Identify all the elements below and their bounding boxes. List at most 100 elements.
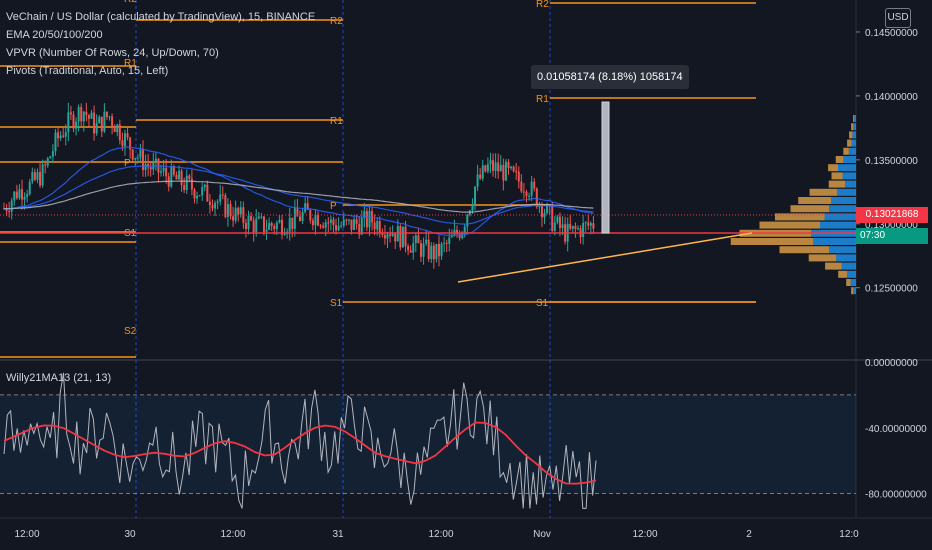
candle-body (376, 220, 379, 230)
price-tick-label: 0.12500000 (865, 284, 918, 295)
candle-body (144, 163, 147, 170)
vpvr-bar-up (852, 131, 856, 139)
candle-body (440, 243, 443, 257)
candle-body (275, 222, 278, 230)
candle-body (54, 132, 57, 152)
candle-body (15, 191, 18, 199)
candle-body (188, 175, 191, 179)
last-price-tag: 0.13021868 (856, 207, 928, 223)
candle-body (247, 216, 250, 230)
vpvr-bar-down (808, 254, 837, 262)
candle-body (386, 234, 389, 239)
vpvr-bar-up (841, 262, 856, 270)
candle-body (118, 124, 121, 141)
candle-body (517, 171, 520, 182)
candle-body (546, 204, 549, 213)
legend-vpvr[interactable]: VPVR (Number Of Rows, 24, Up/Down, 70) (6, 47, 219, 59)
vpvr-bar-down (851, 287, 854, 295)
candle-body (340, 225, 343, 227)
time-tick-label: 12:0 (839, 529, 859, 540)
candle-body (471, 204, 474, 211)
vpvr-bar-up (845, 180, 856, 188)
time-tick-label: Nov (533, 529, 551, 540)
candle-body (481, 165, 484, 179)
vpvr-bar-up (813, 238, 856, 245)
candle-body (265, 229, 268, 232)
candle-body (123, 133, 126, 147)
vpvr-bar-up (829, 205, 856, 213)
candle-body (180, 170, 183, 186)
candle-body (401, 226, 404, 248)
candle-body (21, 189, 24, 200)
candle-body (319, 225, 322, 227)
candle-body (533, 181, 536, 189)
candle-body (291, 217, 294, 229)
candle-body (185, 175, 188, 190)
vpvr-bar-down (825, 262, 842, 270)
candle-body (193, 189, 196, 199)
pivot-label: S1 (536, 298, 549, 309)
candle-body (211, 204, 214, 209)
candle-body (67, 112, 70, 133)
candle-body (190, 178, 193, 190)
currency-button[interactable]: USD (885, 8, 911, 28)
vpvr-bar-down (809, 188, 838, 196)
pivot-label: S2 (124, 326, 137, 337)
legend-ema[interactable]: EMA 20/50/100/200 (6, 29, 103, 41)
candle-body (335, 224, 338, 231)
oscillator-legend[interactable]: Willy21MA13 (21, 13) (6, 372, 112, 384)
candle-body (530, 181, 533, 196)
candle-body (206, 184, 209, 202)
candle-body (126, 133, 129, 138)
vpvr-bar-up (824, 213, 856, 221)
candle-body (443, 242, 446, 244)
pivot-label: R1 (536, 94, 549, 105)
candle-body (33, 172, 36, 180)
candle-body (494, 162, 497, 171)
candle-body (270, 223, 273, 227)
candle-body (299, 216, 301, 221)
candle-body (111, 116, 114, 127)
time-tick-label: 30 (124, 529, 136, 540)
candle-body (216, 201, 219, 203)
candle-body (141, 149, 144, 170)
vpvr-bar-down (779, 246, 829, 254)
candle-body (160, 171, 163, 173)
candle-body (121, 140, 124, 147)
willy-line (3, 372, 597, 509)
vpvr-bar-up (843, 156, 856, 163)
vpvr-bar-up (820, 221, 856, 229)
candle-body (280, 219, 283, 235)
vpvr-bar-up (847, 270, 856, 278)
candle-body (347, 219, 350, 221)
candle-body (515, 171, 518, 173)
candle-body (296, 208, 299, 217)
candle-body (391, 233, 394, 236)
legend-symbol[interactable]: VeChain / US Dollar (calculated by Tradi… (6, 11, 316, 23)
measure-tooltip: 0.01058174 (8.18%) 1058174 (531, 65, 689, 89)
candle-body (90, 112, 93, 119)
candle-body (229, 204, 232, 217)
candle-body (198, 195, 201, 197)
candle-body (172, 166, 175, 175)
pivot-label: P (330, 201, 337, 212)
legend-pivots[interactable]: Pivots (Traditional, Auto, 15, Left) (6, 65, 169, 77)
candle-body (293, 208, 296, 229)
candle-body (232, 216, 235, 221)
vpvr-bar-down (849, 131, 853, 139)
candle-body (98, 116, 101, 124)
candle-body (278, 219, 281, 223)
vpvr-bar-down (831, 172, 843, 180)
candle-body (108, 116, 111, 118)
vpvr-bar-down (847, 139, 852, 147)
candle-body (131, 149, 134, 160)
candle-body (62, 135, 65, 137)
candle-body (414, 235, 417, 244)
candle-body (355, 219, 358, 225)
candle-body (10, 200, 13, 212)
candle-body (31, 172, 34, 182)
vpvr-bar-up (850, 279, 856, 286)
vpvr-bar-down (790, 205, 829, 213)
candle-body (507, 161, 510, 169)
